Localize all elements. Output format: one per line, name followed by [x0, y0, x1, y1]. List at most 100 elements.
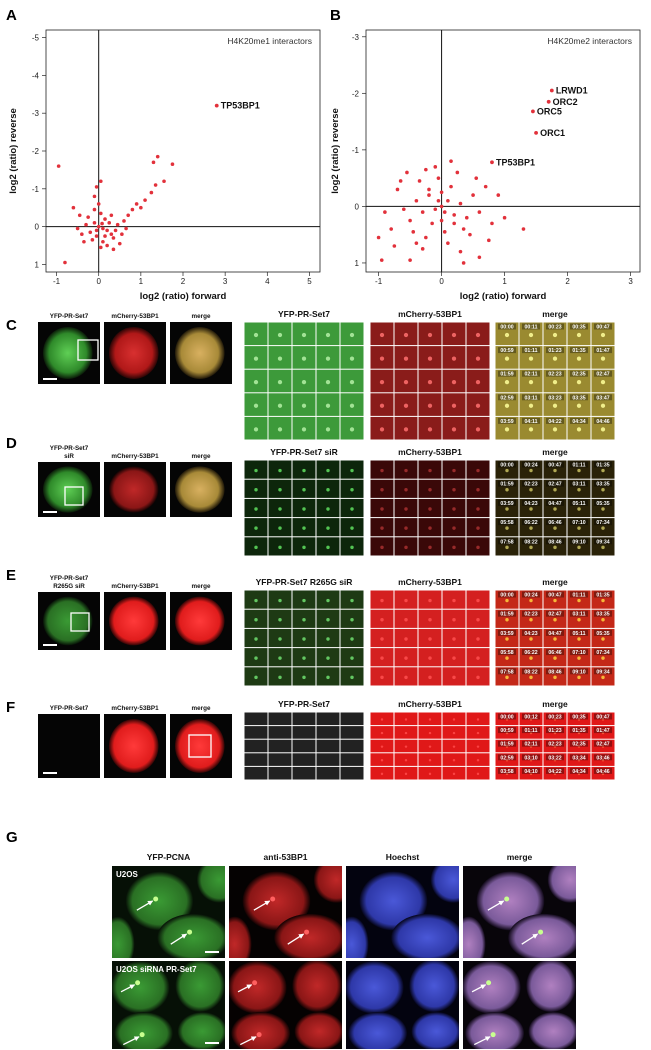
data-point — [94, 228, 99, 233]
data-point — [477, 255, 482, 260]
nucleus — [174, 596, 225, 646]
focus — [277, 403, 283, 408]
data-point — [433, 207, 438, 212]
nucleus — [465, 1012, 525, 1049]
point-label: LRWD1 — [556, 86, 588, 96]
focus — [428, 731, 432, 735]
column-header: Hoechst — [386, 852, 420, 862]
x-tick-label: -1 — [375, 277, 383, 286]
focus — [135, 980, 141, 986]
timestamp-bg — [570, 649, 588, 656]
focus — [350, 526, 354, 530]
panel-label: D — [6, 435, 17, 452]
focus — [427, 356, 433, 361]
data-point — [101, 239, 105, 244]
timestamp: 03:59 — [500, 631, 513, 637]
focus — [475, 427, 481, 432]
timestamp: 03:59 — [500, 419, 513, 425]
focus — [404, 468, 408, 473]
timestamp-bg — [546, 519, 564, 526]
focus — [380, 488, 384, 492]
timestamp: 00:47 — [596, 325, 609, 331]
focus — [452, 545, 456, 550]
grid-header: YFP-PR-Set7 R265G siR — [256, 577, 353, 587]
focus — [576, 427, 582, 432]
data-point — [99, 179, 103, 184]
timestamp-bg — [522, 727, 540, 734]
focus — [326, 656, 330, 660]
timestamp: 04:46 — [596, 769, 609, 775]
timestamp-bg — [498, 480, 516, 487]
data-point — [502, 215, 507, 220]
focus — [404, 656, 408, 660]
focus — [428, 759, 432, 762]
focus — [404, 488, 408, 492]
focus — [553, 718, 557, 721]
nucleus — [174, 466, 225, 513]
focus — [404, 718, 408, 721]
focus — [252, 980, 258, 986]
focus — [529, 759, 533, 762]
timestamp: 01:59 — [500, 612, 513, 618]
focus — [451, 356, 457, 361]
arrow — [123, 1036, 140, 1046]
timestamp-bg — [570, 499, 588, 506]
timestamp: 08:46 — [548, 669, 561, 675]
focus — [601, 759, 605, 762]
focus — [349, 356, 355, 361]
data-point — [92, 207, 97, 212]
timestamp: 04:22 — [548, 419, 561, 425]
focus — [452, 618, 456, 622]
timestamp-bg — [498, 347, 516, 354]
focus — [278, 545, 282, 550]
timestamp-bg — [546, 649, 564, 656]
timestamp: 09:34 — [596, 669, 609, 675]
data-point — [99, 245, 103, 250]
focus — [404, 772, 408, 776]
nucleus — [42, 326, 93, 380]
data-point — [120, 232, 124, 236]
panel-label: E — [6, 567, 16, 584]
focus — [349, 380, 355, 385]
data-point — [401, 207, 406, 212]
timestamp-bg — [522, 519, 540, 526]
data-point — [88, 230, 93, 235]
image-label: YFP-PR-Set7 — [50, 705, 89, 712]
timestamp: 02:47 — [596, 742, 609, 748]
timestamp-bg — [522, 480, 540, 487]
timestamp: 02:47 — [548, 612, 561, 618]
timelapse-frame — [244, 739, 268, 753]
image-label: YFP-PR-Set7 — [50, 445, 89, 452]
focus — [475, 356, 481, 361]
nucleus — [196, 866, 225, 903]
arrow — [474, 1036, 491, 1046]
data-point — [96, 202, 101, 206]
focus — [403, 380, 409, 385]
timestamp: 00:47 — [548, 463, 561, 469]
focus — [253, 332, 259, 338]
timestamp: 07:34 — [596, 520, 609, 526]
focus — [404, 618, 408, 622]
timelapse-frame — [244, 753, 268, 766]
panel-label: F — [6, 699, 15, 716]
nuclei — [463, 866, 576, 958]
focus — [452, 526, 456, 530]
focus — [600, 427, 606, 432]
focus — [403, 403, 409, 408]
timestamp-bg — [570, 591, 588, 598]
timestamp-bg — [522, 649, 540, 656]
timelapse-frame — [292, 726, 316, 739]
timestamp: 00:47 — [596, 715, 609, 721]
image-label: mCherry-53BP1 — [111, 313, 159, 320]
focus — [153, 896, 159, 902]
timestamp: 03:23 — [548, 395, 561, 401]
timelapse-frame — [340, 766, 364, 780]
timestamp: 04:34 — [572, 769, 585, 775]
timestamp: 02:23 — [524, 482, 537, 488]
focus — [302, 488, 306, 492]
arrow — [487, 900, 505, 911]
focus — [380, 618, 384, 622]
timestamp: 09:10 — [572, 669, 585, 675]
timestamp-bg — [498, 417, 516, 424]
timestamp-bg — [594, 480, 612, 487]
